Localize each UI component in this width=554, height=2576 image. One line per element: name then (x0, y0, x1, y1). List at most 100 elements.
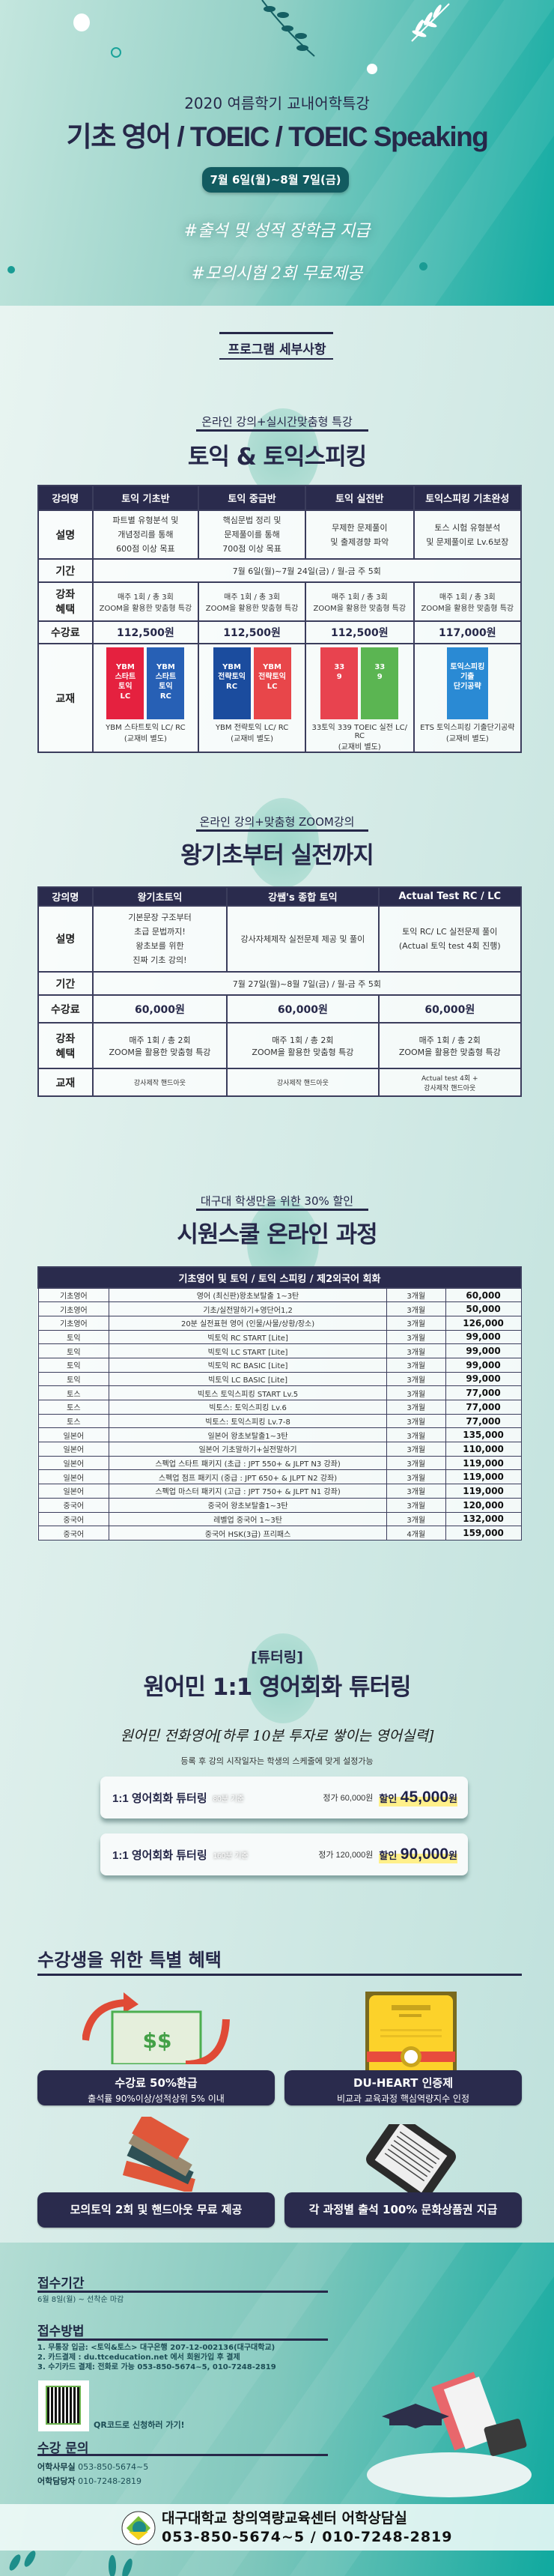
course-row: 중국어 중국어 왕초보탈출1~3탄 3개월 120,000 (37, 1497, 522, 1513)
course-price: 77,000 (445, 1385, 522, 1400)
column-header: 토익 실전반 (304, 485, 415, 511)
course-duration: 3개월 (386, 1413, 446, 1429)
basic-title: 왕기초부터 실전까지 (180, 842, 374, 869)
course-category: 기초영어 (37, 1301, 110, 1316)
footer-bar: 대구대학교 창의역량교육센터 어학상담실 053-850-5674~5 / 01… (0, 2504, 554, 2551)
course-category: 일본어 (37, 1455, 110, 1471)
course-name: 빅토익 LC BASIC [Lite] (109, 1371, 387, 1387)
row-label: 수강료 (37, 994, 94, 1024)
course-duration: 3개월 (386, 1427, 446, 1443)
course-price: 99,000 (445, 1357, 522, 1373)
book-cover-image: YBM 스타트 토익 RC (147, 647, 185, 719)
divider (196, 829, 368, 832)
course-name: 빅토익 RC BASIC [Lite] (109, 1357, 387, 1373)
money-refund-icon: $$ (82, 1992, 230, 2064)
course-row: 기초영어 20분 실전표현 영어 (인물/사물/상황/장소) 3개월 126,000 (37, 1315, 522, 1331)
course-name: 영어 (최신판)왕초보탈출 1~3탄 (109, 1287, 387, 1303)
course-description: 기본문장 구조부터 초급 문법까지! 왕초보를 위한 진짜 기초 강의! (91, 905, 228, 973)
contact-office: 어학사무실 053-850-5674~5 (37, 2462, 148, 2472)
textbook-cell: 토익스피킹 기출 단기공략 ETS 토익스피킹 기출단기공략 (교재비 별도) (413, 643, 523, 753)
table-header: 기초영어 및 토익 / 토익 스피킹 / 제2외국어 회화 (37, 1266, 522, 1289)
course-fee: 60,000원 (226, 994, 380, 1024)
course-name: 스펙업 마스터 패키지 (고급 : JPT 750+ & JLPT N1 강좌) (109, 1484, 387, 1499)
course-duration: 3개월 (386, 1511, 446, 1527)
qr-link[interactable]: QR코드로 신청하러 가기! (94, 2420, 185, 2430)
course-row: 토익 빅토익 LC BASIC [Lite] 3개월 99,000 (37, 1371, 522, 1387)
tutoring-plan-card[interactable]: 1:1 영어회화 튜터링 160분 기준 정가 120,000원 할인 90,0… (100, 1833, 468, 1875)
row-label: 기간 (37, 558, 94, 583)
column-header: 왕기초토익 (91, 886, 228, 907)
plan-name: 1:1 영어회화 튜터링 (112, 1848, 207, 1862)
table-row: 기간 7월 27일(월)~8월 7일(금) / 월-금 주 5회 (37, 971, 523, 996)
course-row: 중국어 중국어 HSK(3급) 프리패스 4개월 159,000 (37, 1526, 522, 1541)
course-category: 중국어 (37, 1497, 110, 1513)
course-description: 파트별 유형분석 및 개념정리를 통해 600점 이상 목표 (91, 510, 200, 560)
course-category: 토익 (37, 1371, 110, 1387)
book-cover-image: 토익스피킹 기출 단기공략 (446, 647, 488, 719)
course-fee: 112,500원 (91, 620, 200, 644)
course-row: 토스 빅토스: 토익스피킹 Lv.6 3개월 77,000 (37, 1400, 522, 1415)
book-cover-image: YBM 스타트 토익 LC (106, 647, 144, 719)
method-title: 접수방법 (37, 2324, 85, 2339)
course-price: 77,000 (445, 1413, 522, 1429)
course-duration: 3개월 (386, 1357, 446, 1373)
money-symbol: $$ (143, 2028, 172, 2053)
university-logo (121, 2511, 156, 2545)
column-header: 토익 기초반 (91, 485, 200, 511)
course-price: 119,000 (445, 1469, 522, 1485)
course-duration: 3개월 (386, 1315, 446, 1331)
qr-code[interactable] (38, 2380, 89, 2431)
contact-label: 어학담당자 (37, 2476, 76, 2486)
course-description: 핵심문법 정리 및 문제풀이를 통해 700점 이상 목표 (198, 510, 306, 560)
textbook-cell: YBM 스타트 토익 LC YBM 스타트 토익 RC YBM 스타트토익 LC/ … (91, 643, 200, 753)
table-row: 수강료 112,500원 112,500원 112,500원 117,000원 (37, 620, 523, 644)
textbook-cell: YBM 전략토익 RC YBM 전략토익 LC YBM 전략토익 LC/ RC (교… (198, 643, 306, 753)
course-duration: 3개월 (386, 1301, 446, 1316)
row-label: 교재 (37, 1068, 94, 1097)
course-name: 빅토스: 토익스피킹 Lv.7-8 (109, 1413, 387, 1429)
method-item: 3. 수기카드 결제: 전화로 가능 053-850-5674~5, 010-7… (37, 2363, 276, 2371)
graduation-illustration-icon (367, 2371, 532, 2497)
book-caption: 33토익 339 TOEIC 실전 LC/ RC (교재비 별도) (311, 724, 408, 752)
course-name: 빅토스 토익스피킹 START Lv.5 (109, 1385, 387, 1400)
program-heading: 프로그램 세부사항 (228, 342, 326, 357)
course-description: 강사자체제작 실전문제 제공 및 풀이 (226, 905, 380, 973)
sale-amount: 90,000 (400, 1845, 449, 1863)
plan-basis: 80분 기준 (213, 1795, 245, 1803)
course-row: 일본어 일본어 기초말하기+실전말하기 3개월 110,000 (37, 1442, 522, 1457)
decor-dot (7, 266, 15, 273)
row-label: 기간 (37, 971, 94, 996)
course-price: 110,000 (445, 1442, 522, 1457)
row-label: 설명 (37, 905, 94, 973)
course-row: 일본어 일본어 왕초보탈출1~3탄 3개월 135,000 (37, 1427, 522, 1443)
footer-org: 대구대학교 창의역량교육센터 어학상담실 (162, 2510, 407, 2527)
course-duration: 3개월 (386, 1455, 446, 1471)
course-duration: 3개월 (386, 1371, 446, 1387)
books-icon (122, 2117, 195, 2192)
book-covers: 토익스피킹 기출 단기공략 (416, 647, 519, 719)
course-duration: 3개월 (386, 1469, 446, 1485)
course-price: 60,000 (445, 1287, 522, 1303)
row-label: 강좌 혜택 (37, 1022, 94, 1069)
course-benefit: 매주 1회 / 총 3회 ZOOM을 활용한 맞춤형 특강 (91, 581, 200, 622)
benefit-sub: 출석률 90%이상/성적상위 5% 이내 (88, 2093, 225, 2104)
decor-blob (247, 1633, 319, 1723)
course-name: 스펙업 스타트 패키지 (초급 : JPT 550+ & JLPT N3 강좌) (109, 1455, 387, 1471)
currency-unit: 원 (448, 1793, 457, 1804)
column-header: 강의명 (37, 886, 94, 907)
plan-sale-price: 할인 90,000원 (379, 1845, 457, 1863)
benefit-sub: 비교과 교육과정 핵심역량지수 인정 (336, 2093, 470, 2104)
leaf-branch-icon (261, 0, 315, 57)
decor-dot (419, 262, 427, 270)
course-price: 119,000 (445, 1484, 522, 1499)
date-badge: 7월 6일(월)~8월 7일(금) (202, 167, 349, 193)
hero-banner: 2020 여름학기 교내어학특강 기초 영어 / TOEIC / TOEIC S… (0, 0, 554, 306)
course-name: 빅토스: 토익스피킹 Lv.6 (109, 1400, 387, 1415)
course-name: 일본어 왕초보탈출1~3탄 (109, 1427, 387, 1443)
hashtag-mock-test: #모의시험 2회 무료제공 (191, 264, 363, 283)
course-row: 토스 빅토스 토익스피킹 START Lv.5 3개월 77,000 (37, 1385, 522, 1400)
tutoring-plan-card[interactable]: 1:1 영어회화 튜터링 80분 기준 정가 60,000원 할인 45,000… (100, 1777, 468, 1818)
plan-name: 1:1 영어회화 튜터링 (112, 1792, 207, 1805)
course-fee: 112,500원 (304, 620, 415, 644)
